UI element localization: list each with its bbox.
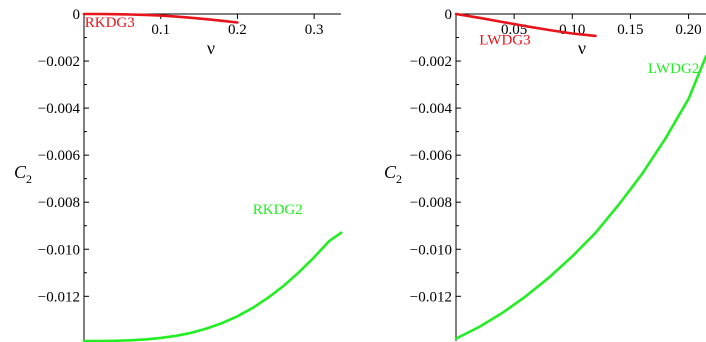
x-tick-label: 0.15 [617, 22, 643, 38]
x-tick-label: 0.3 [305, 22, 324, 38]
chart-panel-2: 0−0.002−0.004−0.006−0.008−0.010−0.0120.0… [384, 7, 706, 341]
x-axis-label: ν [578, 38, 586, 58]
y-axis-label-subscript: 2 [26, 172, 32, 186]
series-line-rkdg2 [82, 231, 343, 342]
series-line-rkdg3 [82, 12, 239, 24]
y-tick-label: −0.012 [410, 289, 452, 305]
y-tick-label: −0.006 [410, 148, 453, 164]
y-axis-label: C [14, 162, 27, 182]
y-axis-label-subscript: 2 [396, 172, 402, 186]
x-tick-label: 0.20 [675, 22, 701, 38]
y-axis-label: C [384, 162, 397, 182]
series-line-lwdg2 [454, 55, 706, 340]
x-tick-label: 0.1 [151, 22, 170, 38]
y-tick-label: −0.010 [38, 242, 80, 258]
y-tick-label: −0.004 [38, 101, 81, 117]
chart-panel-1: 0 −0.002 −0.004 −0.006 −0.008 −0.010 −0.012 0.1… [14, 7, 343, 342]
y-tick-label: −0.002 [410, 54, 452, 70]
y-tick-label: −0.002 [38, 54, 80, 70]
y-tick-label: −0.010 [410, 242, 452, 258]
x-axis-label: ν [207, 38, 215, 58]
y-tick-label: −0.004 [410, 101, 453, 117]
x-tick-label: 0.2 [228, 22, 247, 38]
y-tick-label: −0.008 [410, 195, 452, 211]
series-label-rkdg2: RKDG2 [253, 202, 303, 218]
series-label-lwdg3: LWDG3 [479, 33, 530, 49]
y-tick-label: 0 [73, 7, 81, 23]
series-line-lwdg3 [454, 12, 597, 38]
y-tick-label: −0.012 [38, 289, 80, 305]
y-tick-label: −0.008 [38, 195, 80, 211]
series-label-rkdg3: RKDG3 [85, 15, 135, 31]
y-tick-label: 0 [445, 7, 453, 23]
series-label-lwdg2: LWDG2 [648, 61, 699, 77]
y-tick-label: −0.006 [38, 148, 81, 164]
